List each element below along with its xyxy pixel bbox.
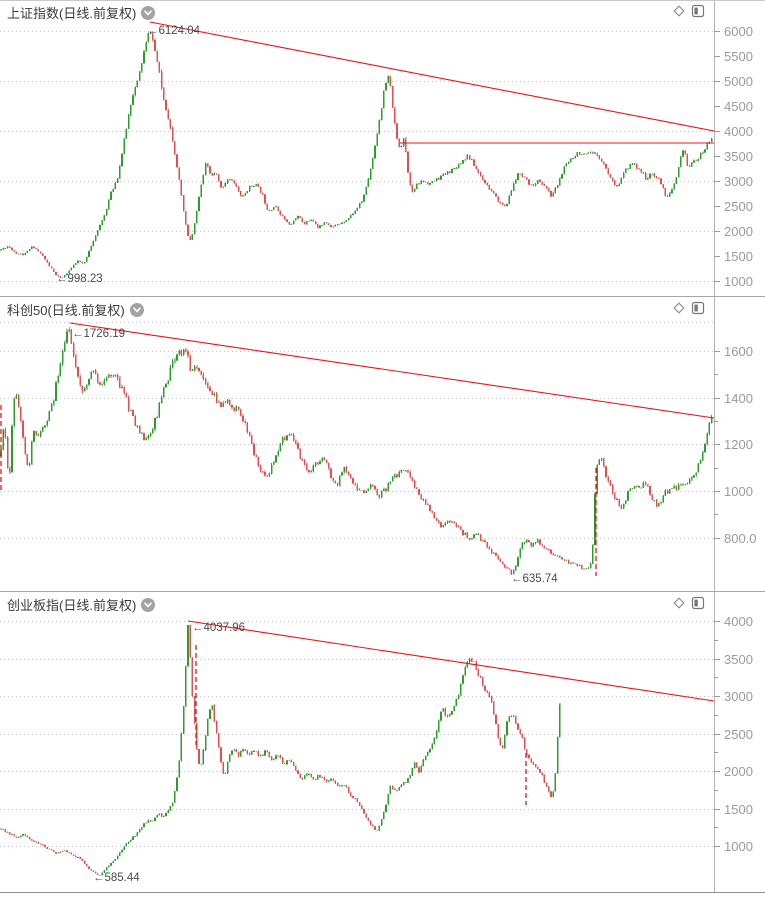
axis-tick-label: 800.0 bbox=[724, 531, 757, 546]
axis-tick-label: 1500 bbox=[724, 802, 753, 817]
pane-layout-icon[interactable] bbox=[691, 596, 705, 610]
axis-tick-label: 1000 bbox=[724, 839, 753, 854]
gridlines-layer bbox=[0, 322, 714, 539]
axis-tick-label: 4000 bbox=[724, 124, 753, 139]
panel-toolbar bbox=[672, 301, 705, 315]
panel-toolbar bbox=[672, 596, 705, 610]
diamond-icon[interactable] bbox=[672, 4, 686, 18]
axis-tick-label: 3500 bbox=[724, 149, 753, 164]
axis-tick-label: 2000 bbox=[724, 224, 753, 239]
y-axis: 1600 1400 1200 1000 800.0 bbox=[714, 297, 757, 592]
panel-header: 上证指数(日线.前复权) bbox=[7, 3, 156, 22]
axis-tick-label: 3000 bbox=[724, 174, 753, 189]
y-axis: 4000 3500 3000 2500 2000 1500 1000 bbox=[714, 592, 753, 893]
panel-header: 创业板指(日线.前复权) bbox=[7, 595, 156, 614]
pane-layout-icon[interactable] bbox=[691, 301, 705, 315]
axis-tick-label: 2500 bbox=[724, 727, 753, 742]
panel-header: 科创50(日线.前复权) bbox=[7, 300, 144, 319]
panel-title-star50[interactable]: 科创50(日线.前复权) bbox=[7, 303, 125, 318]
y-axis: 6000 5500 5000 4500 4000 3500 3000 2500 2000 1500… bbox=[714, 0, 753, 297]
panel-title-shanghai-composite[interactable]: 上证指数(日线.前复权) bbox=[7, 6, 137, 21]
panel-title-chinext[interactable]: 创业板指(日线.前复权) bbox=[7, 598, 137, 613]
extreme-annotations: ←4037.96 ←585.44 bbox=[93, 622, 245, 884]
diamond-icon[interactable] bbox=[672, 596, 686, 610]
axis-tick-label: 5000 bbox=[724, 74, 753, 89]
axis-tick-label: 4000 bbox=[724, 614, 753, 629]
gridlines-layer bbox=[0, 621, 714, 847]
candlestick-series bbox=[0, 624, 561, 876]
axis-tick-label: 4500 bbox=[724, 99, 753, 114]
chinext-chart: 4000 3500 3000 2500 2000 1500 1000 ←4037.96 ←585… bbox=[0, 592, 765, 893]
min-value-label: ←635.74 bbox=[511, 573, 558, 585]
candlestick-series bbox=[0, 31, 713, 279]
axis-tick-label: 1000 bbox=[724, 274, 753, 289]
chevron-down-icon[interactable] bbox=[129, 302, 144, 317]
min-value-label: ←998.23 bbox=[56, 273, 103, 285]
axis-tick-label: 1200 bbox=[724, 437, 753, 452]
axis-tick-label: 3000 bbox=[724, 689, 753, 704]
panel-toolbar bbox=[672, 4, 705, 18]
axis-tick-label: 1400 bbox=[724, 391, 753, 406]
trendline[interactable] bbox=[69, 322, 715, 419]
axis-tick-label: 1500 bbox=[724, 249, 753, 264]
axis-tick-label: 3500 bbox=[724, 652, 753, 667]
diamond-icon[interactable] bbox=[672, 301, 686, 315]
axis-tick-label: 5500 bbox=[724, 49, 753, 64]
axis-tick-label: 1600 bbox=[724, 344, 753, 359]
candlestick-series bbox=[0, 327, 713, 575]
shanghai-composite-chart: 6000 5500 5000 4500 4000 3500 3000 2500 2000 1500… bbox=[0, 0, 765, 297]
trendline[interactable] bbox=[187, 620, 715, 702]
star50-chart: 1600 1400 1200 1000 800.0 ←1726.19 ←635.74 bbox=[0, 297, 765, 592]
pane-layout-icon[interactable] bbox=[691, 4, 705, 18]
chart-panel-chinext: 4000 3500 3000 2500 2000 1500 1000 ←4037.96 ←585… bbox=[0, 592, 765, 900]
trendline[interactable] bbox=[149, 21, 715, 132]
max-value-label: ←6124.04 bbox=[147, 25, 201, 37]
chevron-down-icon[interactable] bbox=[141, 5, 156, 20]
chart-panel-shanghai-composite: 6000 5500 5000 4500 4000 3500 3000 2500 2000 1500… bbox=[0, 0, 765, 297]
min-value-label: ←585.44 bbox=[93, 872, 140, 884]
axis-tick-label: 2000 bbox=[724, 764, 753, 779]
axis-tick-label: 2500 bbox=[724, 199, 753, 214]
extreme-annotations: ←6124.04 ←998.23 bbox=[56, 25, 201, 285]
chevron-down-icon[interactable] bbox=[141, 597, 156, 612]
panel-borders bbox=[0, 0, 765, 297]
max-value-label: ←1726.19 bbox=[72, 328, 125, 340]
gridlines-layer bbox=[0, 31, 714, 282]
max-value-label: ←4037.96 bbox=[192, 622, 245, 634]
axis-tick-label: 1000 bbox=[724, 484, 753, 499]
chart-panel-star50: 1600 1400 1200 1000 800.0 ←1726.19 ←635.74 科创5… bbox=[0, 297, 765, 592]
extreme-annotations: ←1726.19 ←635.74 bbox=[72, 328, 558, 585]
axis-tick-label: 6000 bbox=[724, 24, 753, 39]
